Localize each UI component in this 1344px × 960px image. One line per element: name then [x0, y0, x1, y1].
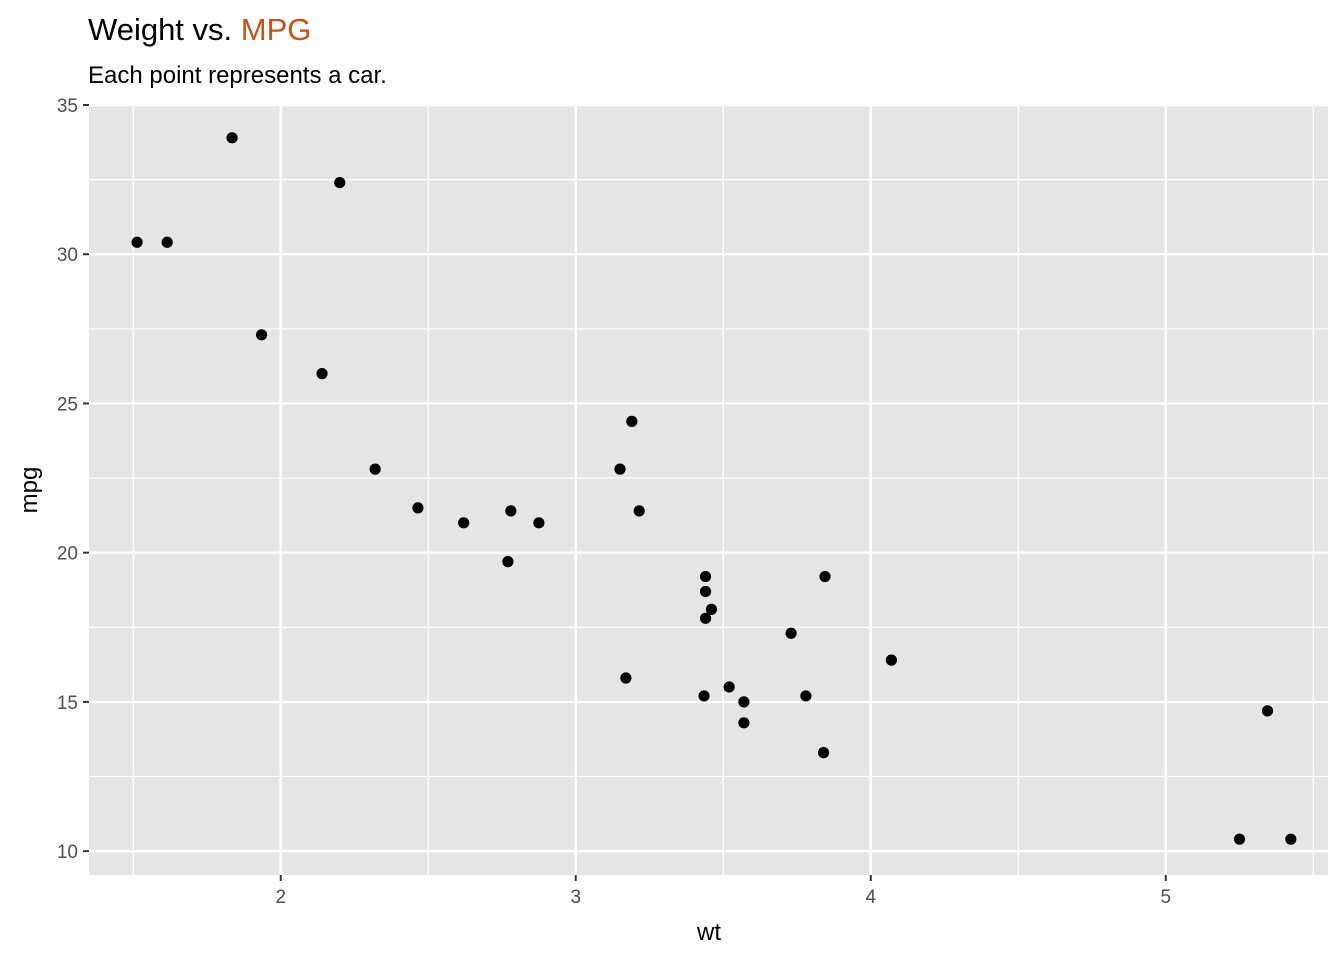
- data-point: [698, 690, 710, 702]
- y-tick-label: 35: [57, 96, 78, 117]
- data-point: [785, 627, 797, 639]
- data-point: [369, 463, 381, 475]
- data-points: [131, 132, 1297, 845]
- data-point: [505, 505, 517, 517]
- chart-title-main: Weight vs.: [88, 12, 241, 47]
- data-point: [817, 747, 830, 759]
- x-tick-label: 3: [570, 887, 581, 908]
- x-tick-label: 5: [1160, 887, 1171, 908]
- data-point: [633, 505, 645, 517]
- y-tick-label: 15: [57, 693, 78, 714]
- data-point: [705, 603, 718, 615]
- data-point: [316, 368, 328, 380]
- y-axis: 10 15 20 25 30 35: [57, 96, 89, 863]
- data-point: [800, 690, 812, 702]
- data-point: [255, 329, 268, 341]
- data-point: [502, 556, 514, 568]
- x-axis: 2 3 4 5: [275, 875, 1171, 908]
- data-point: [161, 236, 173, 248]
- x-tick-label: 4: [865, 887, 876, 908]
- data-point: [819, 570, 831, 583]
- plot-panel: [89, 105, 1328, 875]
- data-point: [699, 585, 712, 598]
- data-point: [1285, 833, 1297, 845]
- chart-subtitle: Each point represents a car.: [88, 62, 387, 89]
- y-tick-label: 10: [57, 842, 78, 863]
- chart-title-highlight: MPG: [241, 12, 312, 47]
- data-point: [1233, 833, 1246, 845]
- major-gridlines: [89, 103, 1328, 875]
- data-point: [626, 415, 638, 427]
- data-point: [614, 463, 626, 475]
- data-point: [131, 236, 143, 248]
- x-tick-label: 2: [275, 887, 286, 908]
- data-point: [412, 502, 424, 514]
- data-point: [723, 681, 735, 693]
- data-point: [533, 517, 545, 529]
- data-point: [334, 176, 346, 189]
- data-point: [1261, 705, 1274, 717]
- data-point: [620, 672, 632, 684]
- y-tick-label: 20: [57, 544, 78, 565]
- data-point: [699, 612, 712, 624]
- minor-gridlines: [89, 105, 1328, 875]
- data-point: [738, 696, 750, 708]
- data-point: [885, 654, 898, 666]
- chart-title: Weight vs. MPG: [88, 12, 311, 47]
- y-tick-label: 25: [57, 394, 78, 415]
- data-point: [226, 132, 238, 144]
- data-point: [699, 570, 712, 583]
- y-tick-label: 30: [57, 245, 78, 266]
- data-point: [738, 717, 750, 729]
- x-axis-title: wt: [696, 919, 721, 946]
- data-point: [458, 517, 470, 529]
- y-axis-title: mpg: [16, 467, 43, 514]
